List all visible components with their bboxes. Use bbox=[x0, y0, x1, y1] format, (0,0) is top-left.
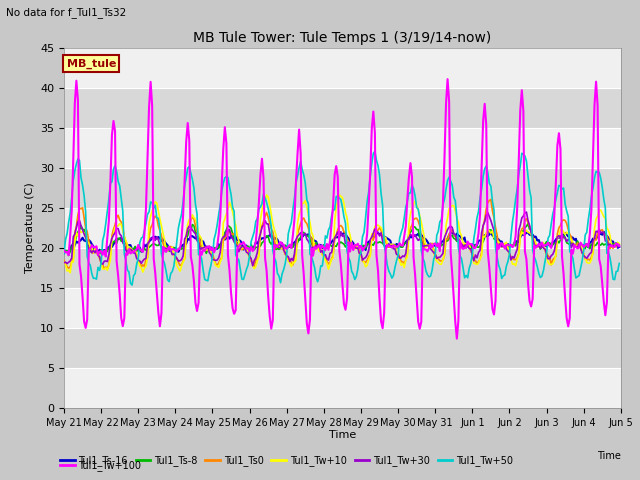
Title: MB Tule Tower: Tule Temps 1 (3/19/14-now): MB Tule Tower: Tule Temps 1 (3/19/14-now… bbox=[193, 32, 492, 46]
Bar bbox=[64, 88, 621, 128]
X-axis label: Time: Time bbox=[329, 431, 356, 441]
Text: No data for f_Tul1_Ts32: No data for f_Tul1_Ts32 bbox=[6, 7, 127, 18]
Legend: Tul1_Ts-16, Tul1_Ts-8, Tul1_Ts0, Tul1_Tw+10, Tul1_Tw+30, Tul1_Tw+50: Tul1_Ts-16, Tul1_Ts-8, Tul1_Ts0, Tul1_Tw… bbox=[56, 452, 517, 470]
Bar bbox=[64, 48, 621, 88]
Bar bbox=[64, 368, 621, 408]
Bar bbox=[64, 208, 621, 248]
Bar bbox=[64, 248, 621, 288]
Y-axis label: Temperature (C): Temperature (C) bbox=[24, 182, 35, 274]
Bar bbox=[64, 128, 621, 168]
Bar bbox=[64, 288, 621, 328]
Bar bbox=[64, 168, 621, 208]
Legend: Tul1_Tw+100: Tul1_Tw+100 bbox=[56, 456, 145, 475]
Text: Time: Time bbox=[597, 451, 621, 461]
Text: MB_tule: MB_tule bbox=[67, 59, 116, 69]
Bar bbox=[64, 328, 621, 368]
